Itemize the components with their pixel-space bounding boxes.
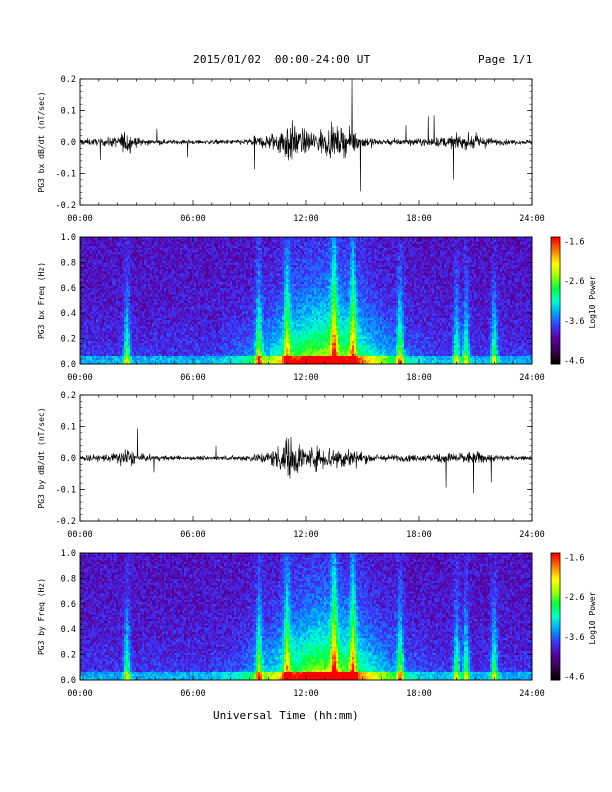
x-tick-label: 24:00 — [519, 214, 545, 224]
y-tick-label: -0.1 — [56, 170, 76, 180]
plots-canvas: 00:00 06:00 12:00 18:00 24:00 0.2 0.1 0.0 -0.1 -0… — [0, 0, 612, 792]
page: 2015/01/02 00:00-24:00 UT Page 1/1 00:00… — [0, 0, 612, 792]
y-tick-label: 0.1 — [61, 107, 76, 117]
x-tick-label: 00:00 — [67, 214, 93, 224]
y-tick-label: -0.2 — [56, 201, 76, 211]
trace-line — [80, 79, 532, 191]
y-tick-label: 0.0 — [61, 138, 76, 148]
y-tick-label: 0.2 — [61, 75, 76, 85]
x-tick-label: 18:00 — [406, 214, 432, 224]
x-tick-label: 06:00 — [180, 214, 206, 224]
y-axis-title: PG3 bx dB/dt (nT/sec) — [37, 91, 46, 192]
panel-1: 00:00 06:00 12:00 18:00 24:00 0.2 0.1 0.0 -0.1 -0… — [37, 75, 545, 224]
x-tick-label: 12:00 — [293, 214, 319, 224]
